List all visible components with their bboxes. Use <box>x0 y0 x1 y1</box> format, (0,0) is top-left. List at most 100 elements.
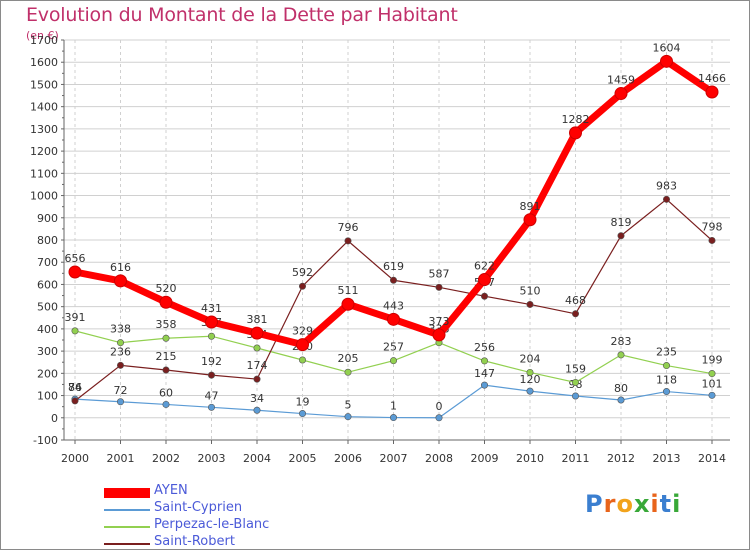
data-point-perpezac-le-blanc <box>662 362 670 370</box>
data-point-ayen <box>478 273 491 287</box>
data-label-saint-cyprien: 72 <box>114 384 128 397</box>
data-point-saint-robert <box>617 232 625 240</box>
data-label-ayen: 1604 <box>653 41 681 54</box>
data-label-saint-robert: 76 <box>68 381 82 394</box>
data-label-ayen: 622 <box>474 260 495 273</box>
data-label-saint-robert: 819 <box>611 216 632 229</box>
legend-label-perpezac: Perpezac-le-Blanc <box>154 517 270 532</box>
legend-swatch-perpezac <box>104 526 150 528</box>
y-tick-label: -100 <box>33 434 58 447</box>
logo-letter: o <box>616 490 634 518</box>
x-tick-label: 2008 <box>425 452 453 465</box>
data-point-ayen <box>432 328 446 342</box>
data-point-ayen <box>569 126 582 140</box>
data-point-perpezac-le-blanc <box>162 334 170 342</box>
y-tick-label: 200 <box>37 367 58 380</box>
data-point-perpezac-le-blanc <box>480 357 488 365</box>
logo-letter: P <box>585 490 604 518</box>
data-point-perpezac-le-blanc <box>708 370 716 378</box>
data-point-saint-cyprien <box>162 400 170 408</box>
logo-letter: x <box>633 490 651 518</box>
data-label-ayen: 616 <box>110 261 131 274</box>
data-point-ayen <box>660 54 673 68</box>
y-tick-label: 800 <box>37 234 58 247</box>
data-label-saint-cyprien: 1 <box>390 400 397 413</box>
y-tick-label: 300 <box>37 345 58 358</box>
data-label-ayen: 381 <box>247 313 268 326</box>
data-point-saint-robert <box>208 371 216 379</box>
data-label-saint-robert: 619 <box>383 260 404 273</box>
data-point-saint-cyprien <box>389 414 397 422</box>
data-label-saint-cyprien: 19 <box>296 396 310 409</box>
data-label-ayen: 1459 <box>607 74 635 87</box>
data-label-ayen: 891 <box>520 200 541 213</box>
data-label-saint-robert: 983 <box>656 179 677 192</box>
data-label-perpezac-le-blanc: 256 <box>474 341 495 354</box>
data-label-saint-cyprien: 47 <box>205 389 219 402</box>
x-tick-label: 2003 <box>198 452 226 465</box>
y-tick-label: 1400 <box>30 101 58 114</box>
y-tick-label: 1700 <box>30 34 58 47</box>
proxiti-logo: Proxiti <box>585 490 681 518</box>
legend-swatch-saint-cyprien <box>104 509 150 511</box>
data-label-saint-robert: 592 <box>292 266 313 279</box>
data-label-saint-robert: 510 <box>520 284 541 297</box>
x-tick-label: 2011 <box>562 452 590 465</box>
y-tick-label: 900 <box>37 212 58 225</box>
x-tick-label: 2010 <box>516 452 544 465</box>
data-label-perpezac-le-blanc: 283 <box>611 335 632 348</box>
data-point-ayen <box>114 274 127 288</box>
data-point-ayen <box>614 87 628 101</box>
data-point-saint-cyprien <box>480 381 488 389</box>
x-tick-label: 2000 <box>61 452 89 465</box>
y-tick-label: 600 <box>37 278 58 291</box>
data-point-perpezac-le-blanc <box>208 332 216 340</box>
data-point-ayen <box>68 265 82 279</box>
logo-letter: i <box>650 490 660 518</box>
data-label-saint-cyprien: 120 <box>520 373 541 386</box>
data-label-saint-cyprien: 80 <box>614 382 628 395</box>
y-tick-label: 1000 <box>30 190 58 203</box>
logo-letter: i <box>672 490 682 518</box>
data-point-ayen <box>159 295 173 309</box>
data-point-saint-robert <box>571 310 579 318</box>
data-point-saint-robert <box>298 282 306 290</box>
data-label-ayen: 511 <box>338 284 359 297</box>
data-point-saint-cyprien <box>708 391 716 399</box>
data-point-saint-cyprien <box>298 410 306 418</box>
legend-swatch-saint-robert <box>104 543 150 545</box>
data-label-ayen: 373 <box>429 315 450 328</box>
legend-swatch-ayen <box>104 488 150 498</box>
x-tick-label: 2004 <box>243 452 271 465</box>
x-tick-label: 2014 <box>698 452 726 465</box>
x-tick-label: 2002 <box>152 452 180 465</box>
data-label-saint-robert: 798 <box>702 220 723 233</box>
data-label-saint-cyprien: 118 <box>656 374 677 387</box>
data-point-saint-cyprien <box>253 406 261 414</box>
data-label-saint-cyprien: 101 <box>702 377 723 390</box>
y-tick-label: 400 <box>37 323 58 336</box>
data-label-saint-robert: 192 <box>201 355 222 368</box>
data-label-perpezac-le-blanc: 235 <box>656 346 677 359</box>
data-label-saint-cyprien: 60 <box>159 386 173 399</box>
data-label-saint-robert: 174 <box>247 359 268 372</box>
data-label-saint-cyprien: 147 <box>474 367 495 380</box>
data-point-saint-cyprien <box>435 414 443 422</box>
data-label-perpezac-le-blanc: 338 <box>110 323 131 336</box>
data-label-ayen: 520 <box>156 282 177 295</box>
data-point-saint-cyprien <box>117 398 125 406</box>
data-label-ayen: 329 <box>292 325 313 338</box>
data-label-ayen: 443 <box>383 299 404 312</box>
data-point-saint-robert <box>435 283 443 291</box>
data-point-ayen <box>523 213 537 227</box>
y-tick-label: 1200 <box>30 145 58 158</box>
data-label-ayen: 1466 <box>698 72 726 85</box>
data-point-saint-robert <box>662 195 670 203</box>
x-tick-label: 2012 <box>607 452 635 465</box>
y-tick-label: 700 <box>37 256 58 269</box>
data-point-ayen <box>387 312 400 326</box>
x-tick-label: 2007 <box>380 452 408 465</box>
data-point-perpezac-le-blanc <box>617 351 625 359</box>
data-point-saint-robert <box>117 361 125 369</box>
